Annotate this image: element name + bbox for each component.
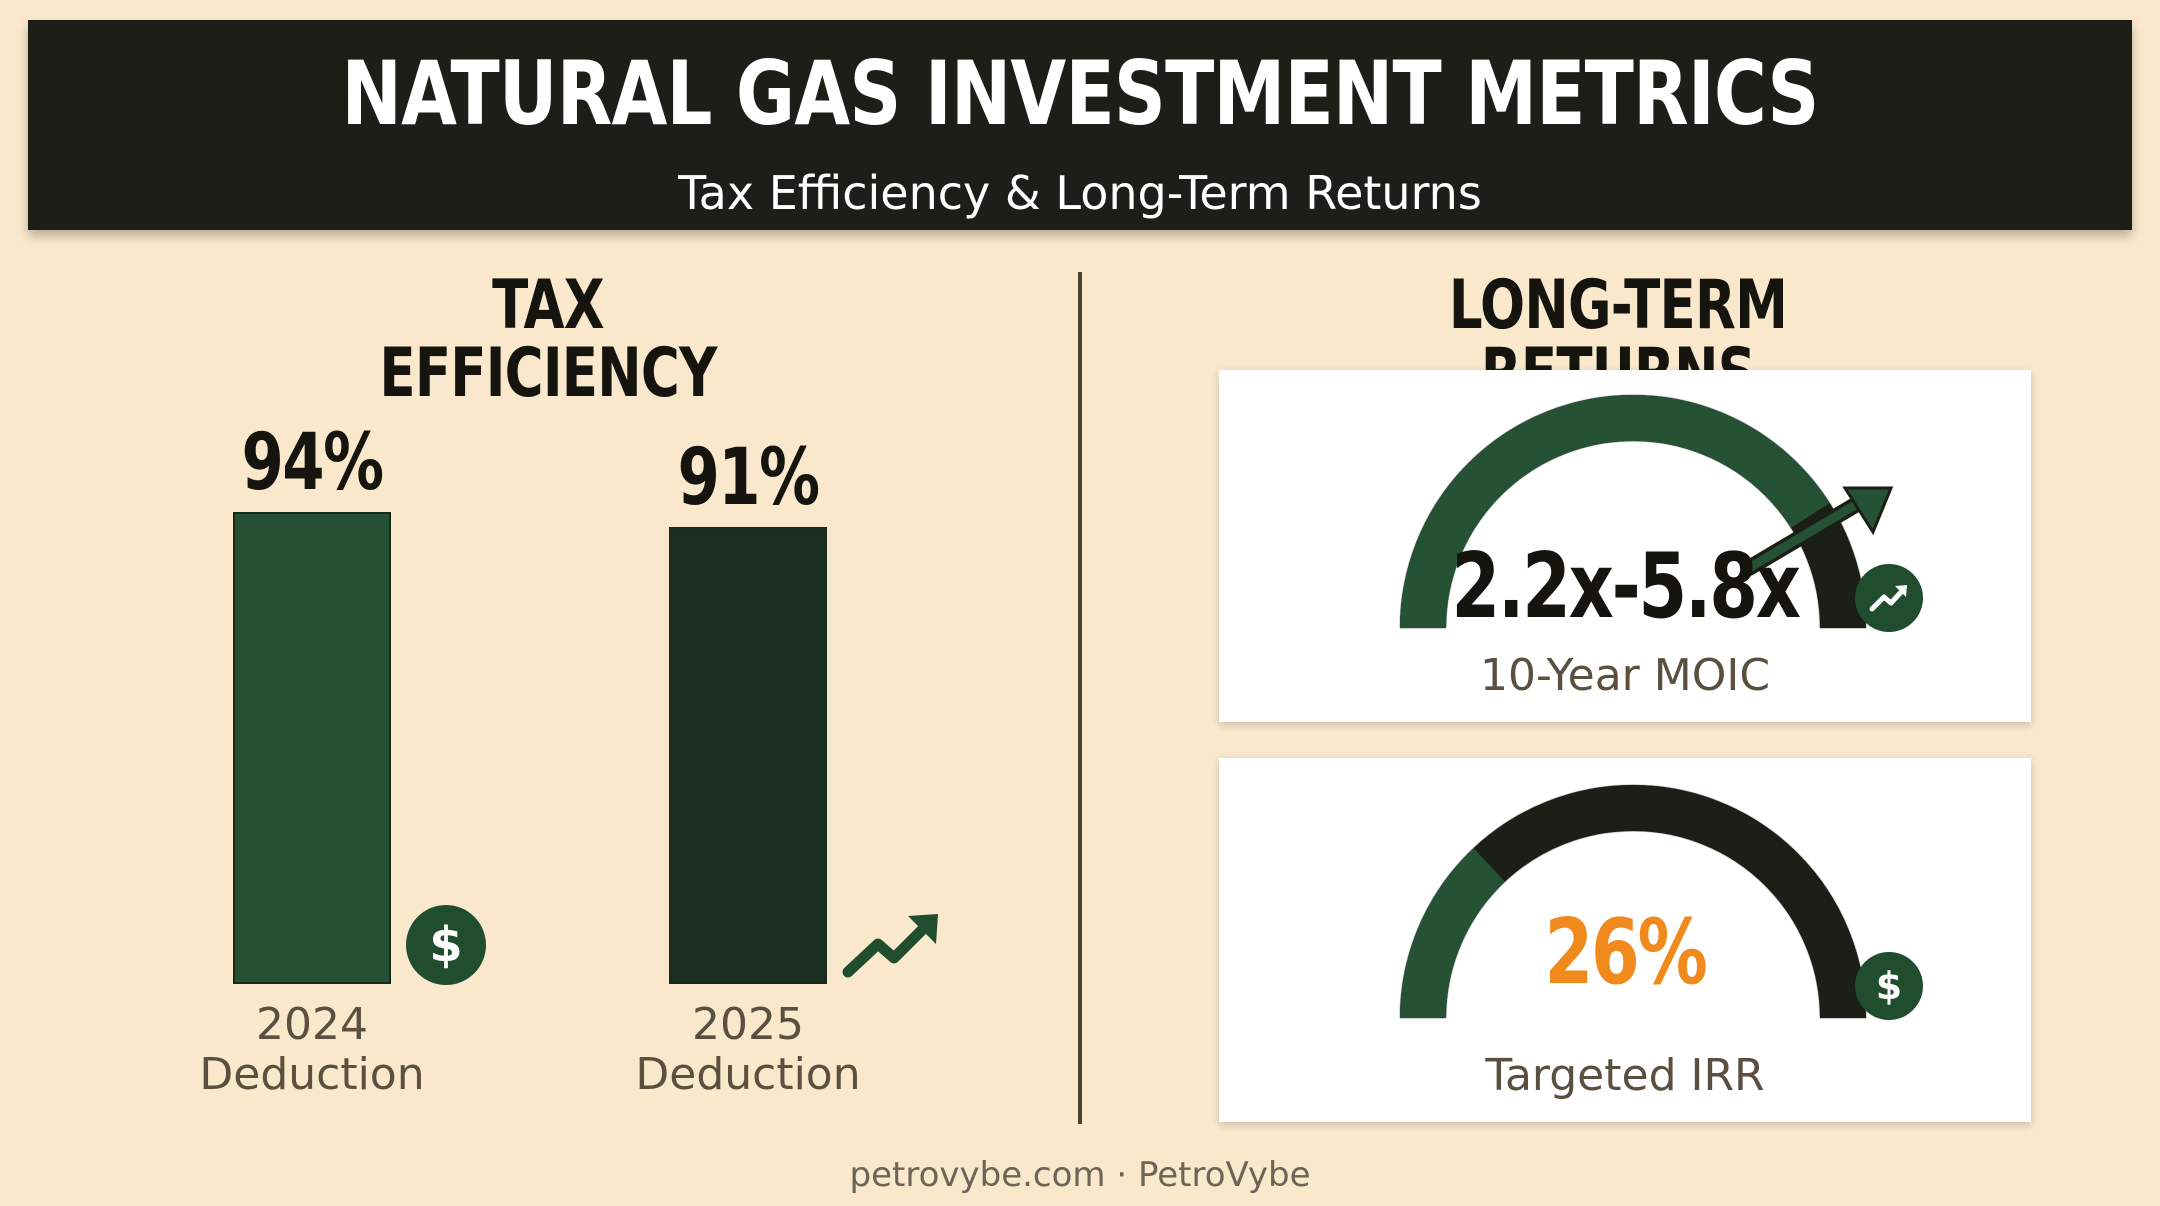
irr-value: 26%	[1544, 900, 1707, 1005]
bar-label-2025-text: Deduction	[635, 1049, 861, 1100]
irr-label: Targeted IRR	[1485, 1050, 1765, 1101]
bar-label-2024: 2024 Deduction	[162, 1000, 462, 1100]
section-divider	[1078, 272, 1082, 1124]
bar-label-2024-year: 2024	[256, 999, 368, 1050]
page-subtitle: Tax Efficiency & Long-Term Returns	[678, 166, 1482, 220]
page-title: NATURAL GAS INVESTMENT METRICS	[341, 42, 1820, 145]
bar-label-2025: 2025 Deduction	[598, 1000, 898, 1100]
bar-2024-deduction	[233, 512, 391, 984]
irr-gauge	[1400, 785, 1866, 1019]
moic-arrow-icon	[1741, 486, 1894, 576]
bar-label-2024-text: Deduction	[199, 1049, 425, 1100]
bar-value-2025: 91%	[677, 433, 821, 524]
moic-label: 10-Year MOIC	[1479, 650, 1771, 701]
trending-up-icon	[842, 914, 938, 978]
bar-2025-deduction	[669, 527, 827, 984]
dollar-icon: $	[1855, 952, 1923, 1020]
tax-efficiency-title: TAX EFFICIENCY	[379, 266, 717, 413]
moic-value: 2.2x-5.8x	[1451, 534, 1801, 639]
irr-card: 26% Targeted IRR $	[1219, 758, 2031, 1122]
bar-value-2024: 94%	[241, 418, 385, 509]
header-banner: NATURAL GAS INVESTMENT METRICS Tax Effic…	[28, 20, 2132, 230]
moic-gauge	[1400, 395, 1894, 629]
moic-card: 2.2x-5.8x 10-Year MOIC	[1219, 370, 2031, 722]
bar-label-2025-year: 2025	[692, 999, 804, 1050]
trending-up-icon	[1855, 564, 1923, 632]
dollar-icon: $	[406, 905, 486, 985]
footer-credit: petrovybe.com · PetroVybe	[849, 1155, 1311, 1195]
